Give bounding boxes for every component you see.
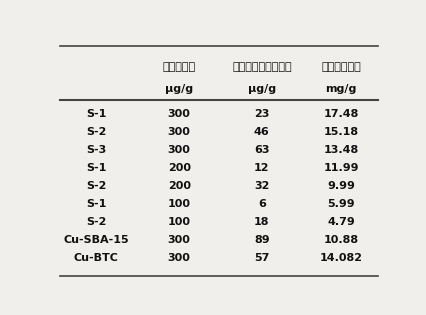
Text: 15.18: 15.18 <box>323 127 358 137</box>
Text: 17.48: 17.48 <box>323 109 358 119</box>
Text: 300: 300 <box>167 235 190 245</box>
Text: 32: 32 <box>253 181 269 191</box>
Text: S-1: S-1 <box>86 163 106 173</box>
Text: 6: 6 <box>257 199 265 209</box>
Text: 12: 12 <box>253 163 269 173</box>
Text: 13.48: 13.48 <box>323 145 358 155</box>
Text: 18: 18 <box>253 217 269 227</box>
Text: S-2: S-2 <box>86 181 106 191</box>
Text: Cu-SBA-15: Cu-SBA-15 <box>63 235 129 245</box>
Text: Cu-BTC: Cu-BTC <box>74 253 118 263</box>
Text: S-2: S-2 <box>86 217 106 227</box>
Text: S-2: S-2 <box>86 127 106 137</box>
Text: 5.99: 5.99 <box>327 199 354 209</box>
Text: μg/g: μg/g <box>247 84 275 94</box>
Text: 初始硫浓度: 初始硫浓度 <box>162 62 195 72</box>
Text: 平衡吸附硫容: 平衡吸附硫容 <box>321 62 360 72</box>
Text: 89: 89 <box>253 235 269 245</box>
Text: 11.99: 11.99 <box>323 163 358 173</box>
Text: 300: 300 <box>167 145 190 155</box>
Text: 63: 63 <box>253 145 269 155</box>
Text: S-1: S-1 <box>86 199 106 209</box>
Text: 吸附平衡后的硫浓度: 吸附平衡后的硫浓度 <box>231 62 291 72</box>
Text: S-1: S-1 <box>86 109 106 119</box>
Text: 57: 57 <box>253 253 269 263</box>
Text: S-3: S-3 <box>86 145 106 155</box>
Text: 300: 300 <box>167 127 190 137</box>
Text: 100: 100 <box>167 199 190 209</box>
Text: 4.79: 4.79 <box>327 217 354 227</box>
Text: 10.88: 10.88 <box>323 235 358 245</box>
Text: mg/g: mg/g <box>325 84 356 94</box>
Text: 100: 100 <box>167 217 190 227</box>
Text: 46: 46 <box>253 127 269 137</box>
Text: 9.99: 9.99 <box>327 181 354 191</box>
Text: μg/g: μg/g <box>165 84 193 94</box>
Text: 200: 200 <box>167 181 190 191</box>
Text: 23: 23 <box>253 109 269 119</box>
Text: 200: 200 <box>167 163 190 173</box>
Text: 14.082: 14.082 <box>319 253 362 263</box>
Text: 300: 300 <box>167 253 190 263</box>
Text: 300: 300 <box>167 109 190 119</box>
